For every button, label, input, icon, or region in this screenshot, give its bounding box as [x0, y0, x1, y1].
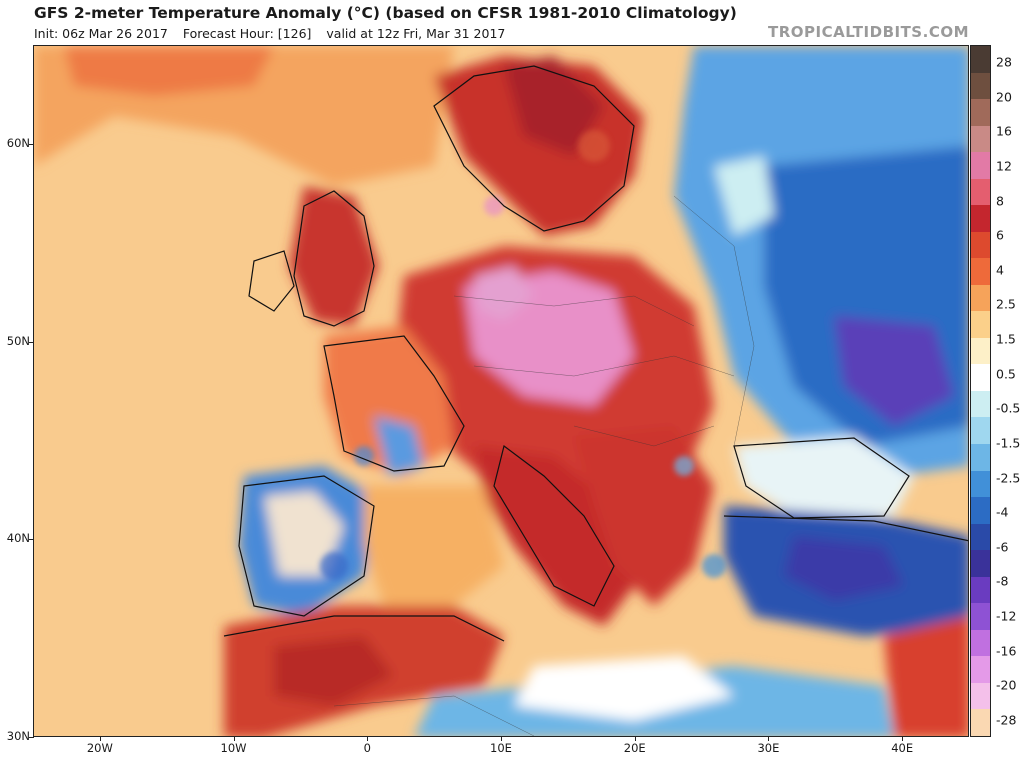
colorbar-segment [971, 125, 990, 153]
colorbar-label: -20 [996, 677, 1017, 693]
anomaly-map [33, 45, 969, 737]
colorbar-segment [971, 46, 990, 73]
colorbar-segment [971, 231, 990, 259]
colorbar-segment [971, 284, 990, 312]
colorbar-segment [971, 417, 990, 444]
colorbar-segment [971, 443, 990, 471]
init-time: Init: 06z Mar 26 2017 [34, 26, 168, 41]
forecast-hour: Forecast Hour: [126] [182, 26, 312, 41]
lat-tick [29, 143, 34, 145]
colorbar-label: 16 [996, 123, 1012, 139]
valid-time: valid at 12z Fri, Mar 31 2017 [326, 26, 506, 41]
colorbar-segment [971, 682, 990, 710]
lon-tick [501, 737, 502, 741]
lon-tick [634, 737, 636, 741]
coastlines [223, 65, 968, 642]
brand-watermark: TROPICALTIDBITS.COM [768, 23, 969, 41]
colorbar-label: -4 [996, 504, 1009, 520]
colorbar-segment [971, 576, 990, 604]
colorbar-segment [971, 311, 990, 338]
colorbar-segment [971, 152, 990, 179]
map-canvas [34, 46, 968, 736]
colorbar-label: 12 [996, 158, 1012, 174]
lon-label: 30E [757, 741, 780, 755]
colorbar-label: 28 [996, 54, 1012, 70]
lat-tick [29, 341, 34, 343]
colorbar-segment [971, 178, 990, 206]
lon-tick [233, 737, 235, 741]
colorbar-label: -28 [996, 712, 1017, 728]
colorbar-segment [971, 497, 990, 524]
colorbar-segment [971, 72, 990, 100]
colorbar-segment [971, 258, 990, 285]
lat-label: 60N [6, 135, 30, 150]
colorbar-segment [971, 709, 990, 736]
colorbar-segment [971, 550, 990, 577]
colorbar-label: -2.5 [996, 470, 1021, 486]
colorbar-segment [971, 390, 990, 418]
lon-label: 10W [220, 741, 247, 755]
lon-label: 20E [623, 741, 646, 755]
colorbar-label: 2.5 [996, 296, 1016, 312]
header: GFS 2-meter Temperature Anomaly (°C) (ba… [0, 0, 1024, 44]
lon-label: 40E [891, 741, 914, 755]
colorbar-label: 6 [996, 227, 1004, 243]
lon-label: 20W [86, 741, 113, 755]
lat-label: 30N [6, 729, 30, 743]
colorbar-label: 0.5 [996, 366, 1016, 382]
borders [333, 195, 755, 736]
colorbar-segment [971, 629, 990, 657]
colorbar-segment [971, 656, 990, 683]
colorbar-label: -8 [996, 573, 1009, 589]
colorbar-segment [971, 205, 990, 232]
lon-label: 10E [490, 741, 512, 755]
colorbar-label: 1.5 [996, 331, 1016, 347]
colorbar-label: -1.5 [996, 435, 1021, 451]
lon-label: 0 [363, 741, 371, 755]
colorbar-label: -12 [996, 608, 1017, 624]
colorbar-label: -6 [996, 539, 1009, 555]
colorbar [970, 45, 991, 737]
colorbar-label: -0.5 [996, 400, 1021, 416]
subtitle: Init: 06z Mar 26 2017 Forecast Hour: [12… [34, 26, 516, 41]
colorbar-segment [971, 337, 990, 365]
lon-tick [99, 737, 101, 741]
colorbar-segment [971, 470, 990, 498]
lat-tick [29, 539, 34, 541]
lat-label: 40N [6, 531, 30, 546]
chart-title: GFS 2-meter Temperature Anomaly (°C) (ba… [34, 4, 737, 22]
lon-tick [367, 737, 369, 741]
colorbar-segment [971, 99, 990, 126]
lon-tick [902, 737, 904, 741]
colorbar-segment [971, 603, 990, 630]
lat-tick [29, 737, 34, 738]
lon-tick [768, 737, 770, 741]
colorbar-label: 20 [996, 89, 1012, 105]
colorbar-segment [971, 364, 990, 391]
colorbar-label: 8 [996, 193, 1004, 209]
colorbar-label: -16 [996, 643, 1017, 659]
lat-label: 50N [6, 333, 30, 348]
colorbar-label: 4 [996, 262, 1004, 278]
colorbar-segment [971, 523, 990, 551]
